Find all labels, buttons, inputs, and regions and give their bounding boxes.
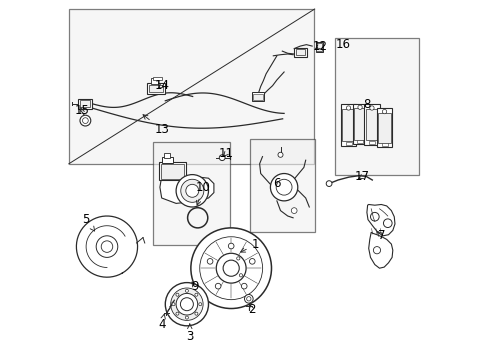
Text: 4: 4 (158, 314, 165, 330)
Bar (316, 43, 321, 51)
Bar (381, 143, 387, 146)
Text: 3: 3 (186, 324, 193, 343)
Circle shape (215, 283, 221, 289)
Circle shape (165, 283, 208, 326)
Bar (69, 9, 313, 164)
Circle shape (80, 115, 91, 126)
Circle shape (176, 312, 179, 315)
Circle shape (249, 258, 255, 264)
Circle shape (170, 288, 203, 320)
Bar (249, 139, 314, 232)
Circle shape (219, 155, 224, 161)
Bar (149, 85, 163, 92)
Circle shape (185, 316, 188, 319)
Circle shape (369, 106, 373, 110)
Circle shape (382, 109, 386, 114)
Bar (152, 142, 230, 245)
Circle shape (194, 293, 198, 296)
Circle shape (244, 294, 253, 303)
Bar (253, 94, 262, 100)
Circle shape (96, 236, 118, 257)
Bar (295, 49, 305, 55)
Text: 7: 7 (377, 229, 384, 242)
Text: 5: 5 (82, 213, 95, 231)
Circle shape (239, 274, 242, 277)
Text: 1: 1 (240, 238, 259, 252)
Circle shape (207, 258, 212, 264)
Circle shape (228, 243, 234, 249)
Bar (342, 109, 354, 141)
Circle shape (172, 303, 175, 306)
Bar (353, 108, 366, 140)
Text: 12: 12 (312, 40, 327, 53)
Bar (151, 78, 158, 84)
Bar (294, 48, 306, 57)
Circle shape (241, 283, 246, 289)
Text: 6: 6 (273, 177, 280, 190)
Bar (163, 153, 170, 158)
Bar (368, 141, 374, 144)
Circle shape (216, 253, 245, 283)
Bar (365, 109, 377, 140)
Bar (334, 38, 418, 175)
Circle shape (185, 184, 199, 197)
Circle shape (346, 106, 350, 110)
Bar (376, 108, 391, 147)
Circle shape (185, 289, 188, 292)
Bar (162, 157, 172, 163)
Bar (345, 142, 351, 145)
Text: 11: 11 (219, 147, 234, 159)
Circle shape (194, 312, 198, 315)
Text: 9: 9 (191, 280, 198, 293)
Bar (315, 42, 322, 52)
Bar (161, 164, 183, 179)
Bar (80, 100, 90, 107)
Bar (159, 162, 185, 180)
Circle shape (236, 257, 240, 260)
Circle shape (270, 174, 297, 201)
Circle shape (291, 208, 296, 213)
Polygon shape (160, 176, 213, 203)
Circle shape (101, 241, 113, 252)
Circle shape (176, 175, 208, 207)
Circle shape (176, 293, 197, 315)
Text: 13: 13 (143, 115, 169, 136)
Bar (352, 104, 367, 144)
Polygon shape (366, 204, 394, 236)
Circle shape (223, 260, 239, 276)
Text: 2: 2 (247, 303, 255, 316)
Text: 17: 17 (354, 170, 369, 183)
Bar (147, 83, 165, 94)
Bar (78, 99, 92, 109)
Circle shape (357, 105, 362, 109)
Circle shape (181, 179, 203, 202)
Circle shape (325, 181, 331, 186)
Bar (378, 113, 390, 143)
Bar (364, 104, 379, 145)
Circle shape (199, 303, 202, 306)
Text: 15: 15 (74, 104, 89, 117)
Text: 16: 16 (335, 39, 350, 51)
Circle shape (277, 152, 283, 157)
Text: 14: 14 (154, 79, 169, 92)
Circle shape (176, 293, 179, 296)
Polygon shape (368, 232, 392, 268)
Circle shape (190, 228, 271, 309)
Circle shape (180, 298, 193, 311)
Bar (152, 77, 162, 80)
Bar (356, 140, 363, 143)
Bar (340, 104, 355, 146)
Bar (251, 92, 264, 101)
Text: 8: 8 (363, 98, 370, 111)
Text: 10: 10 (195, 181, 210, 205)
